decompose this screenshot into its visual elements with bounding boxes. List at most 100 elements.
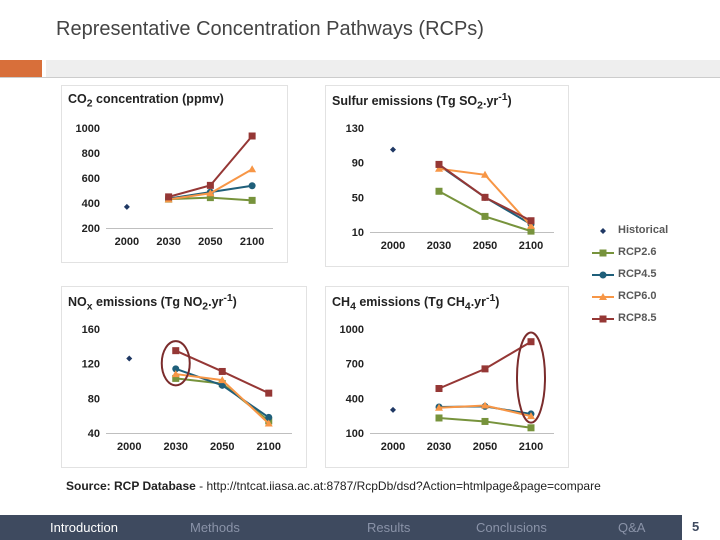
data-point-rcp8-5 (206, 181, 214, 189)
nav-introduction[interactable]: Introduction (50, 520, 118, 535)
chart-plot: 40 80 120 160 2000 2030 2050 2100 (82, 324, 292, 453)
data-point-rcp8-5 (527, 338, 535, 346)
data-point-historical (126, 355, 133, 362)
chart-title: Sulfur emissions (Tg SO2.yr-1) (332, 92, 512, 112)
chart-plot: 200 400 600 800 1000 2000 2030 2050 2100 (76, 123, 273, 248)
legend-label: RCP8.5 (618, 312, 657, 324)
data-point-rcp6-0 (481, 170, 489, 178)
data-point-rcp8-5 (218, 367, 226, 375)
y-tick-label: 600 (82, 173, 100, 185)
y-tick-label: 90 (352, 158, 364, 170)
data-point-rcp2-6 (172, 374, 180, 382)
source-url: - http://tntcat.iiasa.ac.at:8787/RcpDb/d… (195, 479, 601, 493)
y-tick-label: 120 (82, 359, 100, 371)
x-tick-label: 2050 (210, 441, 234, 453)
legend-item-historical: Historical (590, 222, 720, 244)
legend-marker (599, 271, 607, 279)
data-point-rcp2-6 (527, 424, 535, 432)
data-point-rcp4-5 (265, 413, 273, 421)
legend-marker (600, 228, 606, 234)
y-tick-label: 160 (82, 324, 100, 336)
nav-qa[interactable]: Q&A (618, 520, 646, 535)
y-tick-label: 1000 (76, 123, 100, 135)
legend-swatch (592, 293, 614, 300)
legend-label: RCP2.6 (618, 246, 657, 258)
legend-item-rcp8-5: RCP8.5 (590, 310, 720, 332)
nav-results[interactable]: Results (367, 520, 411, 535)
data-point-rcp4-5 (172, 365, 180, 373)
slide-title: Representative Concentration Pathways (R… (56, 18, 484, 40)
x-tick-label: 2000 (115, 236, 139, 248)
source-citation: Source: RCP Database - http://tntcat.iia… (66, 479, 601, 493)
ch4-emissions-chart: 100 400 700 1000 2000 2030 2050 2100 CH4 emissio… (326, 287, 568, 467)
nav-methods[interactable]: Methods (190, 520, 240, 535)
title-accent-bar (0, 60, 42, 78)
source-label: Source: RCP Database (66, 479, 196, 493)
legend-label: RCP4.5 (618, 268, 657, 280)
data-point-historical (390, 146, 396, 153)
legend-swatch (592, 271, 614, 279)
title-rule (46, 60, 720, 78)
chart-title: CO2 concentration (ppmv) (68, 92, 224, 110)
y-tick-label: 80 (88, 393, 100, 405)
legend-marker (599, 249, 607, 257)
x-tick-label: 2030 (164, 441, 188, 453)
data-point-rcp4-5 (248, 182, 256, 190)
data-point-rcp8-5 (435, 160, 443, 168)
data-point-rcp8-5 (481, 365, 489, 373)
data-point-rcp2-6 (248, 196, 256, 204)
y-tick-label: 200 (82, 223, 100, 235)
title-rule-line (0, 77, 720, 78)
chart-legend: Historical RCP2.6 RCP4.5 RCP6.0 RCP8.5 (590, 222, 720, 332)
data-point-rcp2-6 (206, 194, 214, 202)
data-point-rcp2-6 (527, 227, 535, 235)
sulfur-emissions-chart: 10 50 90 130 2000 2030 2050 2100 Sulfur emission… (326, 86, 568, 266)
chart-title: CH4 emissions (Tg CH4.yr-1) (332, 293, 500, 313)
x-tick-label: 2000 (381, 441, 405, 453)
data-point-rcp6-0 (248, 165, 257, 173)
x-tick-label: 2050 (198, 236, 222, 248)
data-point-rcp8-5 (265, 389, 273, 397)
chart-plot: 100 400 700 1000 2000 2030 2050 2100 (340, 324, 554, 453)
data-point-rcp8-5 (248, 132, 256, 140)
y-tick-label: 400 (82, 198, 100, 210)
chart-plot: 10 50 90 130 2000 2030 2050 2100 (346, 123, 554, 252)
data-point-rcp6-0 (527, 221, 535, 229)
y-tick-label: 10 (352, 227, 364, 239)
legend-item-rcp6-0: RCP6.0 (590, 288, 720, 310)
x-tick-label: 2030 (427, 240, 451, 252)
x-tick-label: 2100 (519, 240, 543, 252)
data-point-rcp2-6 (435, 414, 443, 422)
y-tick-label: 50 (352, 192, 364, 204)
y-tick-label: 40 (88, 428, 100, 440)
data-point-historical (390, 406, 396, 413)
highlight-ellipse (160, 340, 191, 387)
data-point-rcp8-5 (165, 193, 173, 201)
legend-marker (599, 293, 607, 300)
y-tick-label: 800 (82, 148, 100, 160)
data-point-rcp6-0 (435, 164, 443, 172)
data-point-rcp8-5 (527, 217, 535, 225)
y-tick-label: 400 (346, 393, 364, 405)
legend-label: Historical (618, 224, 669, 236)
y-tick-label: 130 (346, 123, 364, 135)
data-point-rcp6-0 (264, 419, 273, 427)
x-tick-label: 2030 (156, 236, 180, 248)
x-tick-label: 2100 (519, 441, 543, 453)
x-tick-label: 2100 (257, 441, 281, 453)
legend-item-rcp4-5: RCP4.5 (590, 266, 720, 288)
nav-conclusions[interactable]: Conclusions (476, 520, 547, 535)
legend-swatch (592, 315, 614, 323)
x-tick-label: 2050 (473, 441, 497, 453)
page-number: 5 (692, 519, 700, 534)
data-point-rcp8-5 (481, 193, 489, 201)
y-tick-label: 700 (346, 359, 364, 371)
legend-item-rcp2-6: RCP2.6 (590, 244, 720, 266)
data-point-rcp6-0 (435, 403, 443, 411)
x-tick-label: 2000 (381, 240, 405, 252)
data-point-rcp2-6 (481, 212, 489, 220)
data-point-rcp4-5 (218, 381, 226, 389)
x-tick-label: 2030 (427, 441, 451, 453)
y-tick-label: 1000 (340, 324, 364, 336)
data-point-rcp6-0 (171, 370, 180, 378)
